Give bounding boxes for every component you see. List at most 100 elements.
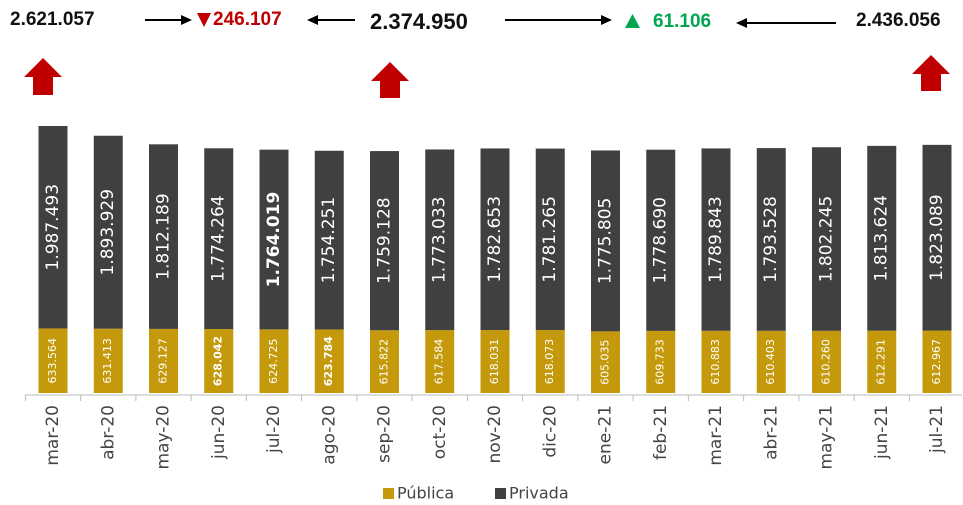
x-tick-label: ago-20 xyxy=(319,405,339,465)
value-label: 1.781.265 xyxy=(540,196,560,283)
bar-segment xyxy=(370,330,399,393)
value-label: 1.778.690 xyxy=(651,197,671,284)
x-tick-label: abr-21 xyxy=(761,405,781,460)
legend-swatch xyxy=(383,488,394,499)
value-label: 609.733 xyxy=(654,339,667,385)
value-label: 1.775.805 xyxy=(596,198,616,285)
value-label: 1.773.033 xyxy=(430,197,450,284)
value-label: 1.764.019 xyxy=(264,192,284,288)
arrow-head xyxy=(307,15,318,25)
bar-segment xyxy=(314,329,344,393)
legend-swatch xyxy=(495,488,506,499)
annotation: 61.106 xyxy=(653,11,711,32)
bar-segment xyxy=(535,148,565,331)
bar-segment xyxy=(701,330,731,393)
bar-segment xyxy=(370,151,399,331)
annotations: 2.621.057 246.107 2.374.950 61.106 2.436… xyxy=(10,9,950,98)
value-label: 628.042 xyxy=(212,336,225,386)
value-label: 612.291 xyxy=(875,339,888,385)
x-tick-label: mar-20 xyxy=(43,405,63,466)
bar-segment xyxy=(701,148,731,331)
x-tick-label: mar-21 xyxy=(706,405,726,466)
value-label: 631.413 xyxy=(101,338,114,384)
value-label: 1.823.089 xyxy=(927,194,947,281)
value-label: 1.759.128 xyxy=(375,197,395,284)
value-label: 1.793.528 xyxy=(761,196,781,283)
bar-segment xyxy=(149,328,178,393)
bar-segment xyxy=(480,148,510,331)
annotation: 2.374.950 xyxy=(370,9,468,34)
x-tick-label: dic-20 xyxy=(540,405,560,458)
x-tick-label: oct-20 xyxy=(430,405,450,459)
value-label: 1.813.624 xyxy=(872,195,892,282)
bar-segment xyxy=(480,330,510,393)
value-label: 605.035 xyxy=(599,339,612,385)
bar-segment xyxy=(867,330,897,393)
value-label: 1.774.264 xyxy=(209,195,229,282)
bar-segment xyxy=(425,330,455,393)
x-tick-label: abr-20 xyxy=(98,405,118,460)
bar-segment xyxy=(93,328,123,393)
bar-segment xyxy=(204,148,234,330)
bar-segment xyxy=(425,149,455,331)
bar-segment xyxy=(756,330,786,393)
bar-segment xyxy=(38,126,68,329)
up-arrow xyxy=(24,58,62,95)
bar-segment xyxy=(591,150,620,332)
legend-label: Privada xyxy=(509,484,569,503)
value-label: 1.893.929 xyxy=(98,189,118,276)
x-tick-label: jun-20 xyxy=(209,405,229,460)
value-label: 610.883 xyxy=(709,339,722,385)
value-label: 1.782.653 xyxy=(485,196,505,283)
value-label: 618.073 xyxy=(543,339,556,385)
annotation: 2.621.057 xyxy=(10,9,95,30)
arrow-head xyxy=(181,15,192,25)
x-tick-label: jun-21 xyxy=(872,405,892,460)
annotation: 246.107 xyxy=(213,9,282,30)
bar-segment xyxy=(259,149,289,330)
bar-segment xyxy=(314,150,344,330)
annotation: 2.436.056 xyxy=(856,10,941,31)
value-label: 618.031 xyxy=(488,339,501,385)
legend-label: Pública xyxy=(397,484,454,503)
down-triangle xyxy=(197,13,211,27)
up-arrow xyxy=(371,62,409,98)
up-triangle xyxy=(625,14,640,28)
value-label: 1.754.251 xyxy=(319,197,339,284)
arrow-head xyxy=(736,18,747,28)
value-label: 1.802.245 xyxy=(817,196,837,283)
x-tick-label: jul-20 xyxy=(264,405,284,454)
bar-segment xyxy=(149,144,178,329)
value-label: 624.725 xyxy=(267,338,280,384)
x-tick-label: jul-21 xyxy=(927,405,947,454)
up-arrow xyxy=(912,55,950,91)
bar-segment xyxy=(38,328,68,393)
value-label: 629.127 xyxy=(157,338,170,384)
bar-segment xyxy=(922,330,952,393)
bar-segment xyxy=(646,330,676,393)
value-label: 1.987.493 xyxy=(43,184,63,271)
value-label: 617.584 xyxy=(433,339,446,385)
bar-segment xyxy=(646,149,676,331)
x-tick-label: may-21 xyxy=(817,405,837,470)
bar-segment xyxy=(922,144,952,331)
value-label: 610.403 xyxy=(764,339,777,385)
x-tick-label: feb-21 xyxy=(651,405,671,460)
value-label: 1.812.189 xyxy=(154,193,174,280)
x-tick-label: may-20 xyxy=(154,405,174,470)
bar-segment xyxy=(93,135,123,329)
bar-segment xyxy=(204,329,234,393)
bar-segment xyxy=(756,148,786,331)
value-label: 1.789.843 xyxy=(706,196,726,283)
bar-segment xyxy=(812,330,841,393)
arrow-head xyxy=(601,15,612,25)
x-tick-label: nov-20 xyxy=(485,405,505,464)
bar-segment xyxy=(259,329,289,393)
bar-segment xyxy=(535,330,565,393)
value-label: 633.564 xyxy=(46,338,59,384)
x-tick-label: sep-20 xyxy=(375,405,395,463)
x-tick-label: ene-21 xyxy=(596,405,616,464)
value-label: 615.822 xyxy=(378,339,391,385)
value-label: 610.260 xyxy=(820,339,833,385)
